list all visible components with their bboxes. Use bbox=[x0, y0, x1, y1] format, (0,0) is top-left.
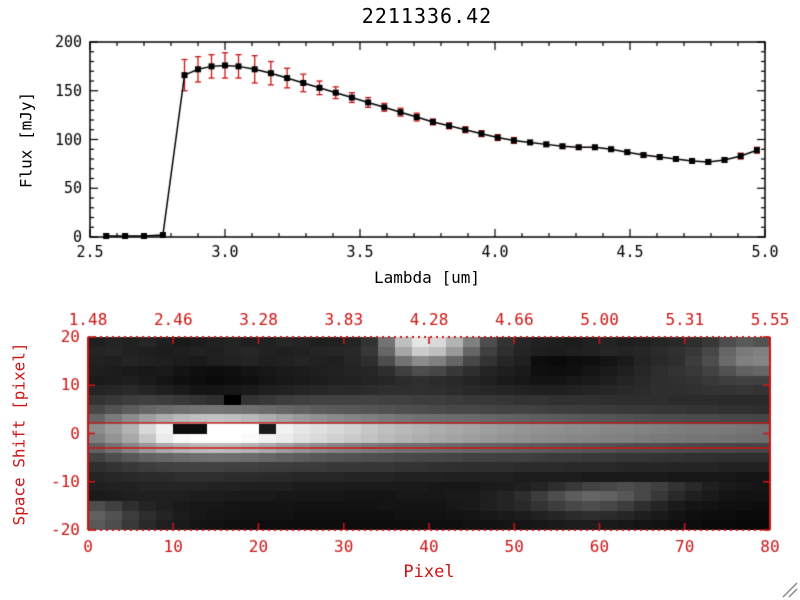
resize-grip-icon[interactable] bbox=[780, 580, 798, 598]
flux-axis-label: Flux [mJy] bbox=[16, 91, 36, 189]
space-shift-axis-label: Space Shift [pixel] bbox=[9, 342, 29, 526]
lambda-axis-label: Lambda [um] bbox=[374, 268, 480, 287]
plot-title: 2211336.42 bbox=[361, 4, 493, 28]
pixel-axis-label: Pixel bbox=[403, 562, 455, 582]
